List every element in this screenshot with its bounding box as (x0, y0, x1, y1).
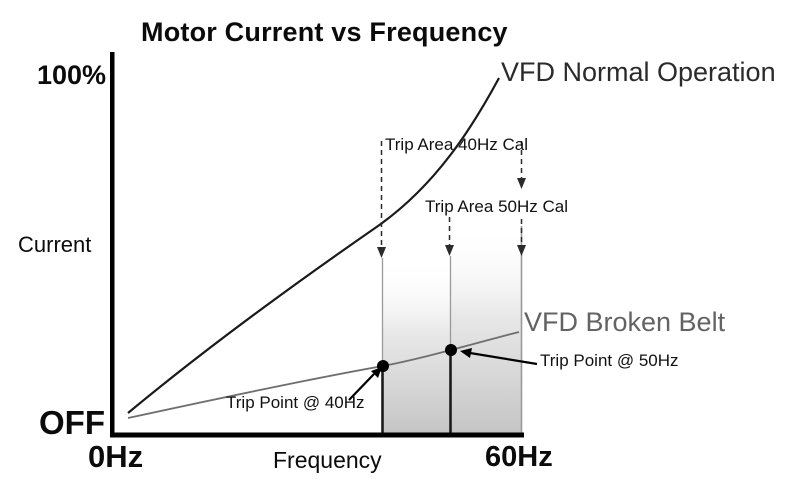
y-axis-100pct-label: 100% (36, 60, 106, 90)
x-axis-60hz-label: 60Hz (485, 441, 553, 473)
x-axis-title: Frequency (273, 447, 382, 473)
x-axis-0hz-label: 0Hz (88, 439, 144, 474)
trip-area-50hz-band (450, 226, 522, 433)
trip-point-40hz-label: Trip Point @ 40Hz (226, 393, 365, 412)
dashed-arrowhead-50cal-right-icon (517, 245, 526, 256)
trip-area-40hz-cal-label: Trip Area 40Hz Cal (385, 135, 528, 154)
x-axis (110, 432, 524, 438)
y-axis (110, 52, 115, 437)
trip-area-50hz-cal-label: Trip Area 50Hz Cal (425, 197, 568, 216)
trip-point-50-arrowhead-icon (460, 348, 472, 358)
vfd-normal-operation-label: VFD Normal Operation (501, 57, 776, 87)
chart-title: Motor Current vs Frequency (141, 17, 508, 47)
dashed-arrowhead-40cal-left-icon (377, 247, 386, 258)
trip-point-40-arrow (348, 373, 375, 401)
y-axis-title: Current (18, 232, 92, 257)
dashed-arrowhead-40cal-right-icon (517, 178, 526, 189)
y-axis-off-label: OFF (39, 404, 105, 441)
trip-point-50hz-dot (445, 344, 457, 356)
vfd-normal-curve (127, 77, 500, 414)
trip-area-40hz-band (382, 258, 450, 433)
dashed-arrowhead-50cal-left-icon (445, 245, 454, 256)
trip-point-50hz-label: Trip Point @ 50Hz (540, 351, 679, 370)
trip-point-40hz-dot (377, 360, 389, 372)
vfd-broken-belt-label: VFD Broken Belt (524, 307, 726, 337)
trip-point-50-arrow (469, 351, 538, 366)
vfd-broken-belt-curve (127, 331, 520, 419)
